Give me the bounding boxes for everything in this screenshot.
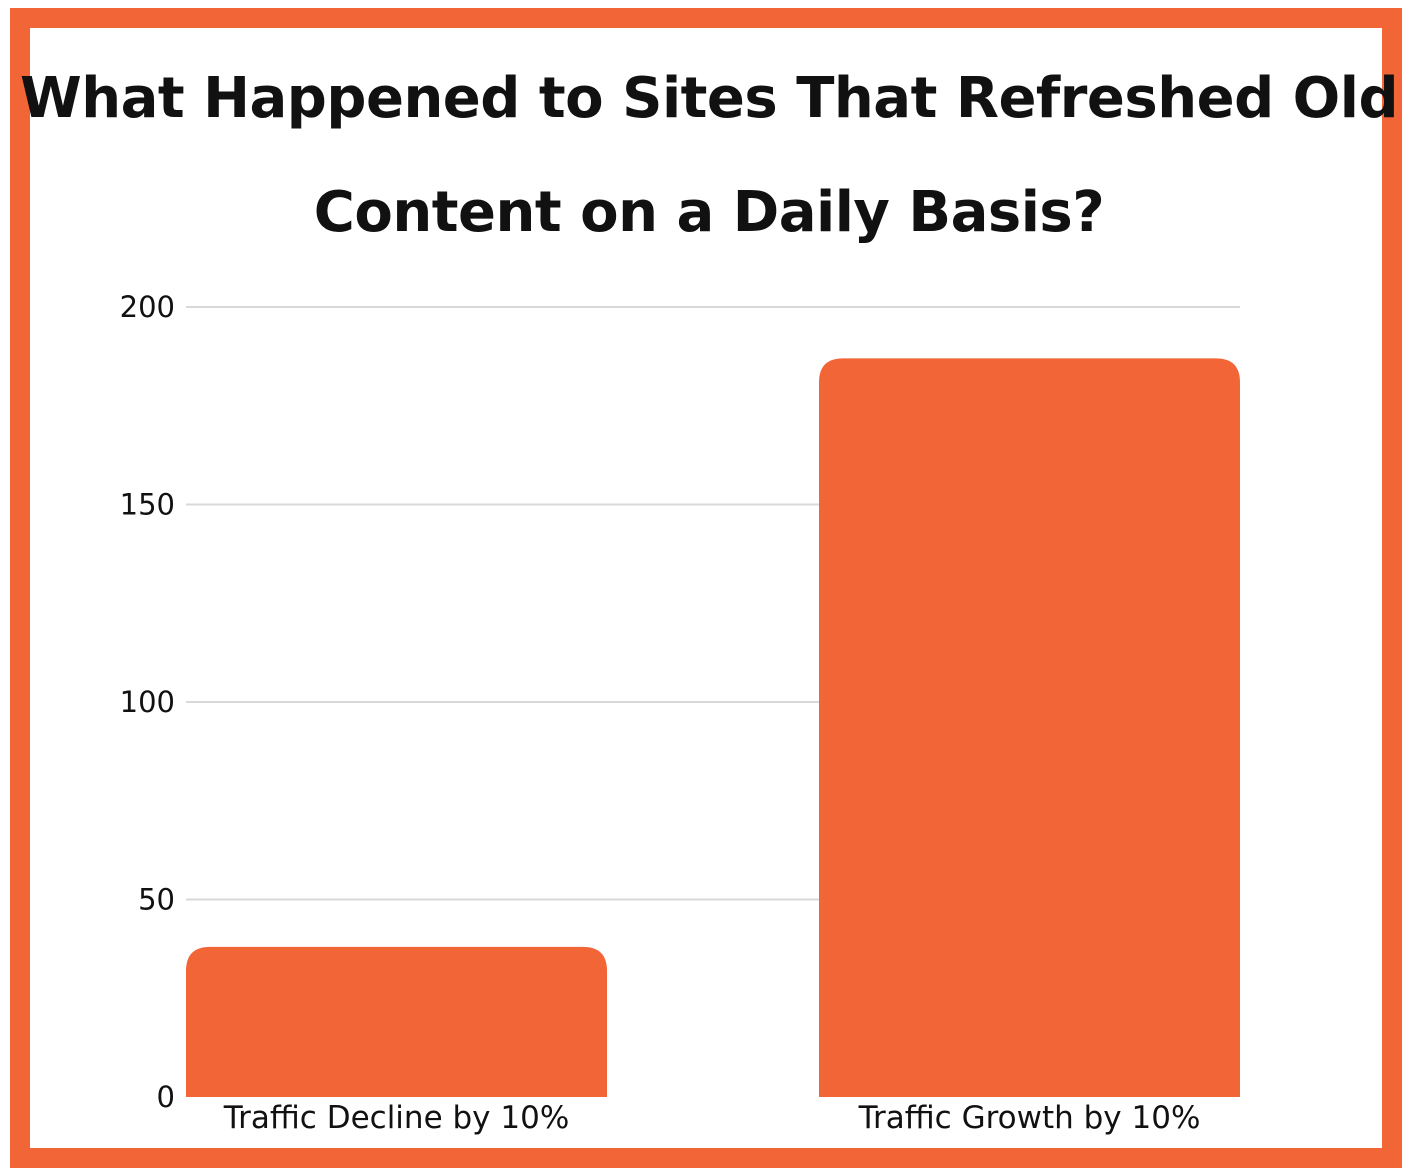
y-tick-label-100: 100 <box>120 685 175 719</box>
x-axis-labels: Traffic Decline by 10% Traffic Growth by … <box>223 1100 1201 1136</box>
y-tick-label-0: 0 <box>157 1080 175 1114</box>
x-tick-label-2: Traffic Growth by 10% <box>858 1100 1201 1136</box>
y-tick-label-150: 150 <box>120 488 175 522</box>
y-tick-label-50: 50 <box>138 883 175 917</box>
bar-2 <box>819 358 1240 1098</box>
bar-1 <box>186 946 607 1097</box>
y-tick-label-200: 200 <box>120 290 175 324</box>
y-axis-ticks: 0 50 100 150 200 <box>120 290 175 1114</box>
chart-title: What Happened to Sites That Refreshed Ol… <box>19 66 1399 245</box>
bars <box>186 358 1240 1098</box>
x-tick-label-1: Traffic Decline by 10% <box>223 1100 570 1136</box>
